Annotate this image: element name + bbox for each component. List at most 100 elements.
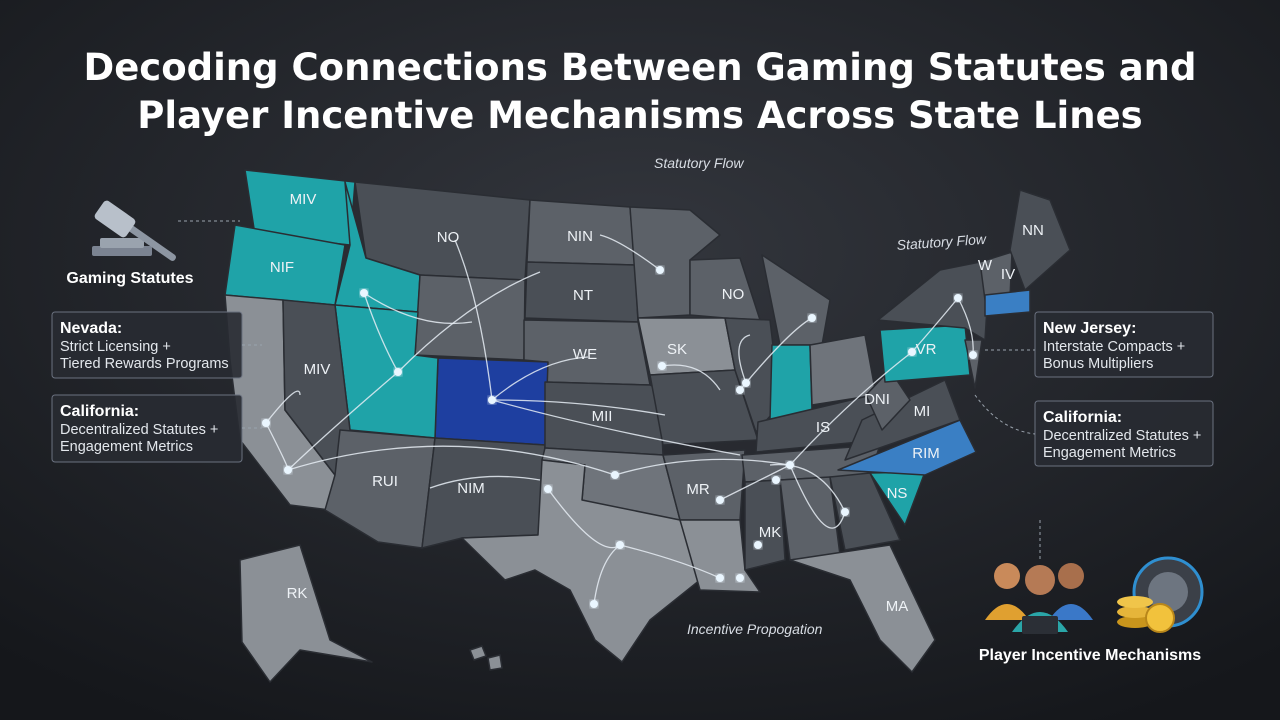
icon-label: Player Incentive Mechanisms	[979, 647, 1201, 664]
flow-line	[769, 463, 846, 513]
flow-line	[265, 390, 301, 424]
callout-heading: California:	[60, 403, 139, 420]
state-label: MA	[886, 598, 909, 615]
state	[837, 419, 977, 476]
flow-line	[911, 297, 959, 353]
flow-node	[360, 289, 368, 297]
state	[487, 654, 503, 671]
flow-node	[969, 351, 977, 359]
state	[789, 544, 936, 673]
state-label: RIM	[912, 445, 940, 462]
state	[469, 645, 487, 661]
state-label: NN	[1022, 222, 1044, 239]
state	[964, 339, 983, 389]
flow-node	[658, 362, 666, 370]
flow-lines	[262, 234, 977, 608]
flow-line	[491, 399, 666, 416]
callout-text: Engagement Metrics	[1043, 445, 1176, 461]
flow-line	[599, 234, 661, 271]
flow-line	[739, 317, 813, 391]
flow-node	[394, 368, 402, 376]
flow-node	[736, 574, 744, 582]
state-label: MI	[914, 403, 931, 420]
state-label: NT	[573, 287, 593, 304]
state	[1009, 189, 1071, 291]
flow-node	[841, 508, 849, 516]
flow-node	[954, 294, 962, 302]
state-label: NIF	[270, 259, 294, 276]
flow-line	[397, 271, 541, 373]
map	[224, 169, 1071, 683]
flow-label: Incentive Propogation	[687, 621, 823, 637]
icon-label: Gaming Statutes	[66, 270, 193, 287]
callout-text: Decentralized Statutes +	[60, 422, 218, 438]
coins-icon	[1117, 556, 1204, 633]
flow-node	[488, 396, 496, 404]
title-line: Decoding Connections Between Gaming Stat…	[83, 46, 1196, 89]
flow-node	[716, 574, 724, 582]
state	[414, 274, 526, 361]
flow-node	[262, 419, 270, 427]
flow-line	[547, 488, 621, 549]
state-label: MK	[759, 524, 782, 541]
flow-node	[656, 266, 664, 274]
callout: California: Decentralized Statutes + Eng…	[51, 394, 243, 463]
callout-text: Tiered Rewards Programs	[60, 356, 229, 372]
flow-line	[619, 544, 721, 579]
state-label: MIV	[290, 191, 317, 208]
state-label: NIM	[457, 480, 485, 497]
state-labels: MIV NIF NO NIN NT WE SK NO MIV MII IS DN…	[270, 191, 1044, 615]
state-label: DNI	[864, 391, 890, 408]
flow-label: Statutory Flow	[896, 231, 987, 253]
state-label: IV	[1001, 266, 1015, 283]
state-label: RK	[287, 585, 308, 602]
state-label: SK	[667, 341, 687, 358]
state-label: MII	[592, 408, 613, 425]
state-label: NO	[722, 286, 745, 303]
state	[865, 369, 911, 431]
state-label: WE	[573, 346, 597, 363]
callout: New Jersey: Interstate Compacts + Bonus …	[1034, 311, 1214, 378]
flow-node	[908, 348, 916, 356]
flow-line	[789, 351, 913, 466]
flow-line	[363, 292, 473, 325]
leader-line	[974, 394, 1036, 435]
flow-line	[454, 239, 493, 401]
flow-line	[738, 334, 751, 384]
state-label: NIN	[567, 228, 593, 245]
flow-node	[772, 476, 780, 484]
flow-line	[491, 399, 741, 456]
flow-node	[616, 541, 624, 549]
state-label: IS	[816, 419, 830, 436]
flow-node	[544, 485, 552, 493]
gavel-icon	[92, 200, 176, 261]
flow-line	[719, 464, 791, 501]
state	[461, 459, 701, 663]
state	[879, 324, 971, 383]
callout-heading: Nevada:	[60, 320, 122, 337]
callout: Nevada: Strict Licensing + Tiered Reward…	[51, 311, 243, 379]
callout-text: Engagement Metrics	[60, 439, 193, 455]
flow-node	[786, 461, 794, 469]
callout: California: Decentralized Statutes + Eng…	[1034, 400, 1214, 467]
flow-line	[429, 475, 541, 489]
state-label: VR	[916, 341, 937, 358]
state-label: NO	[437, 229, 460, 246]
flow-node	[754, 541, 762, 549]
flow-node	[590, 600, 598, 608]
flow-node	[736, 386, 744, 394]
flow-line	[363, 292, 399, 373]
state-label: RUI	[372, 473, 398, 490]
callout-heading: New Jersey:	[1043, 320, 1136, 337]
flow-node	[716, 496, 724, 504]
title-line: Player Incentive Mechanisms Across State…	[137, 94, 1142, 137]
state-label: W	[978, 257, 993, 274]
people-icon	[985, 563, 1093, 634]
flow-line	[661, 364, 721, 391]
flow-node	[611, 471, 619, 479]
state	[829, 472, 901, 551]
state	[769, 344, 813, 421]
state	[239, 544, 373, 683]
callout-text: Bonus Multipliers	[1043, 356, 1153, 372]
